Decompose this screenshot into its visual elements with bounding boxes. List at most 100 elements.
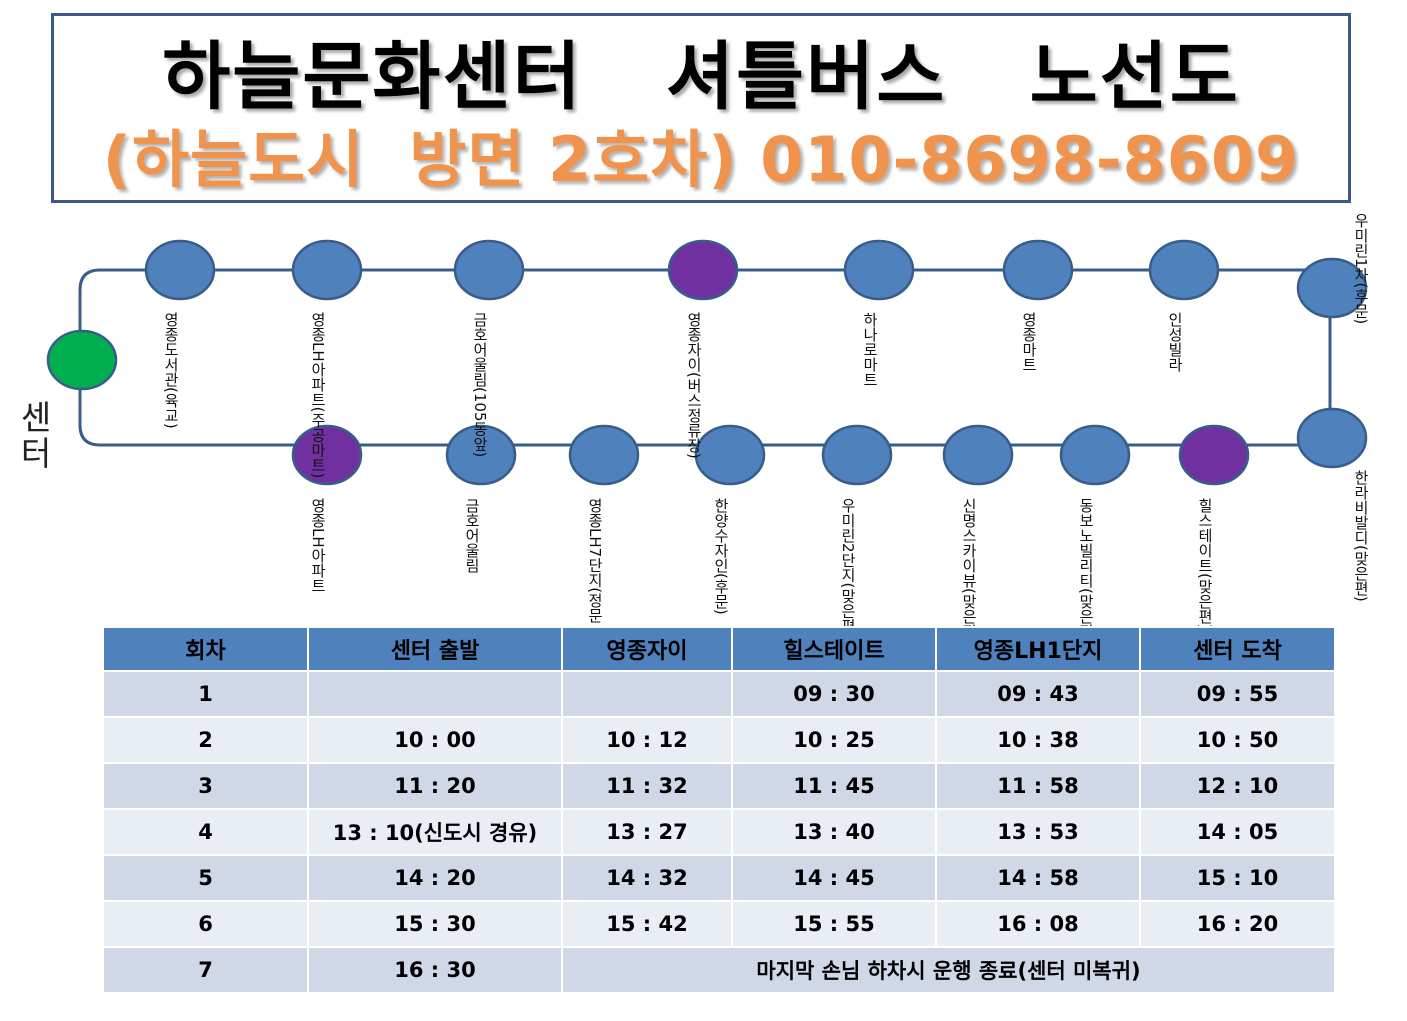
stop-note: (후문) (712, 573, 730, 615)
table-cell: 14 : 20 (307, 854, 563, 902)
table-cell: 16 : 30 (307, 946, 563, 994)
stop-node-top-4 (843, 239, 915, 301)
table-cell: 11 : 20 (307, 762, 563, 810)
table-cell: 16 : 08 (935, 900, 1141, 948)
stop-node-right-0 (1296, 257, 1368, 319)
stop-note: (맞은편) (1196, 573, 1214, 630)
table-cell: 1 (102, 670, 309, 718)
stop-name: 신명스카이뷰 (960, 498, 978, 588)
center-hub-node (46, 329, 118, 391)
stop-name: 영종자이 (685, 312, 703, 372)
table-cell (561, 670, 733, 718)
stop-node-bottom-4 (821, 424, 893, 486)
table-cell: 14 : 32 (561, 854, 733, 902)
table-cell: 7 (102, 946, 309, 994)
table-cell: 13 : 27 (561, 808, 733, 856)
stop-name: 한양수자인 (712, 498, 730, 573)
table-cell: 09 : 43 (935, 670, 1141, 718)
table-cell: 10 : 25 (731, 716, 937, 764)
stop-node-top-2 (453, 239, 525, 301)
stop-label-bottom-3: 한양수자인(후문) (712, 498, 730, 615)
table-cell: 15 : 55 (731, 900, 937, 948)
stop-label-top-5: 영종마트 (1020, 312, 1038, 372)
stop-label-bottom-5: 신명스카이뷰(맞은편) (960, 498, 978, 645)
table-row: 1 09 : 30 09 : 43 09 : 55 (102, 670, 1336, 718)
table-cell: 10 : 50 (1139, 716, 1336, 764)
table-cell-note: 마지막 손님 하차시 운행 종료(센터 미복귀) (561, 946, 1336, 994)
stop-label-top-1: 영종LH아파트(주공마트) (309, 312, 327, 479)
schedule-row-last: 7 16 : 30 마지막 손님 하차시 운행 종료(센터 미복귀) (102, 946, 1336, 994)
table-row: 4 13 : 10(신도시 경유) 13 : 27 13 : 40 13 : 53 14 … (102, 808, 1336, 856)
stop-name: 영종LH7단지 (586, 498, 604, 588)
center-label: 센터 (20, 398, 52, 473)
stop-name: 인성빌라 (1166, 312, 1184, 372)
stop-name: 영종LH아파트 (309, 312, 327, 407)
stop-name: 하나로마트 (861, 312, 879, 387)
stop-name: 영종도서관 (162, 312, 180, 387)
stop-node-top-6 (1148, 239, 1220, 301)
schedule-table: 회차 센터 출발 영종자이 힐스테이트 영종LH1단지 센터 도착 1 09 : … (102, 626, 1336, 994)
header-hillstate: 힐스테이트 (731, 626, 937, 672)
header-yeongjong-xi: 영종자이 (561, 626, 733, 672)
table-cell: 5 (102, 854, 309, 902)
schedule-header-row: 회차 센터 출발 영종자이 힐스테이트 영종LH1단지 센터 도착 (102, 626, 1336, 672)
stop-label-bottom-7: 힐스테이트(맞은편) (1196, 498, 1214, 630)
stop-name: 힐스테이트 (1196, 498, 1214, 573)
table-cell: 14 : 05 (1139, 808, 1336, 856)
header-lh1: 영종LH1단지 (935, 626, 1141, 672)
stop-node-bottom-2 (568, 424, 640, 486)
table-cell: 12 : 10 (1139, 762, 1336, 810)
stop-node-top-0 (144, 239, 216, 301)
table-cell: 09 : 55 (1139, 670, 1336, 718)
stop-node-bottom-0 (291, 424, 363, 486)
table-cell (307, 670, 563, 718)
table-cell: 14 : 58 (935, 854, 1141, 902)
table-cell: 16 : 20 (1139, 900, 1336, 948)
stop-node-bottom-3 (694, 424, 766, 486)
stop-label-top-4: 하나로마트 (861, 312, 879, 387)
stop-node-top-3 (667, 239, 739, 301)
stop-name: 우미린2단지 (839, 498, 857, 583)
stop-name: 영종LH아파트 (309, 498, 327, 593)
stop-name: 동보노빌리티 (1077, 498, 1095, 588)
table-cell: 15 : 30 (307, 900, 563, 948)
stop-note: (육교) (162, 387, 180, 429)
stop-note: (버스정류장) (685, 372, 703, 459)
stop-name: 우미린1차 (1352, 213, 1370, 283)
stop-node-top-5 (1002, 239, 1074, 301)
stop-note: (주공마트) (309, 406, 327, 479)
stop-label-bottom-4: 우미린2단지(맞은편) (839, 498, 857, 640)
stop-label-top-0: 영종도서관(육교) (162, 312, 180, 429)
table-cell: 10 : 38 (935, 716, 1141, 764)
table-row: 2 10 : 00 10 : 12 10 : 25 10 : 38 10 : 50 (102, 716, 1336, 764)
table-cell: 4 (102, 808, 309, 856)
stop-note: (맞은편) (839, 582, 857, 640)
stop-name: 금호어울림 (463, 498, 481, 573)
stop-node-bottom-1 (445, 424, 517, 486)
stop-node-top-1 (291, 239, 363, 301)
stop-node-bottom-7 (1178, 424, 1250, 486)
table-cell: 13 : 40 (731, 808, 937, 856)
table-cell: 15 : 42 (561, 900, 733, 948)
table-cell: 3 (102, 762, 309, 810)
stop-label-bottom-1: 금호어울림 (463, 498, 481, 573)
table-cell: 14 : 45 (731, 854, 937, 902)
stop-label-bottom-6: 동보노빌리티(맞은편) (1077, 498, 1095, 645)
table-cell: 11 : 58 (935, 762, 1141, 810)
stop-label-top-6: 인성빌라 (1166, 312, 1184, 372)
page-title: 하늘문화센터 셔틀버스 노선도 (162, 34, 1240, 120)
table-row: 5 14 : 20 14 : 32 14 : 45 14 : 58 15 : 10 (102, 854, 1336, 902)
table-cell: 15 : 10 (1139, 854, 1336, 902)
stop-label-top-3: 영종자이(버스정류장) (685, 312, 703, 459)
stop-label-right-1: 한라비발디(맞은편) (1352, 470, 1370, 602)
stop-node-bottom-5 (942, 424, 1014, 486)
table-cell: 13 : 53 (935, 808, 1141, 856)
table-cell: 11 : 32 (561, 762, 733, 810)
stop-node-right-1 (1296, 407, 1368, 469)
table-cell: 11 : 45 (731, 762, 937, 810)
table-cell: 13 : 10(신도시 경유) (307, 808, 563, 856)
table-cell: 6 (102, 900, 309, 948)
table-cell: 09 : 30 (731, 670, 937, 718)
header-center-depart: 센터 출발 (307, 626, 563, 672)
stop-label-bottom-0: 영종LH아파트 (309, 498, 327, 593)
